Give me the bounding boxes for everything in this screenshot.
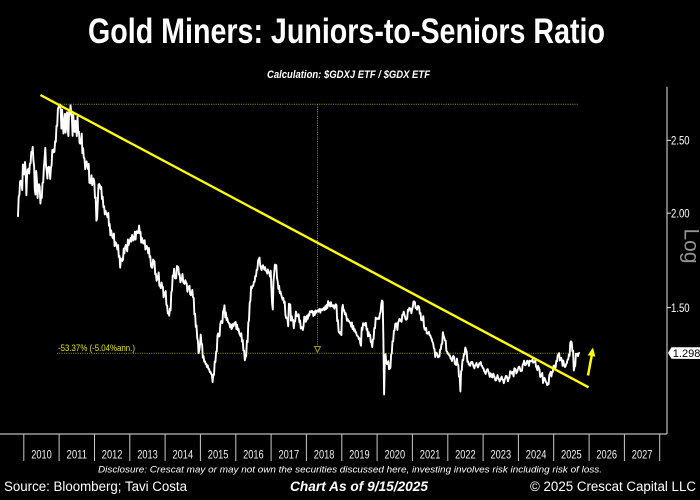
svg-text:2021: 2021 <box>420 447 441 461</box>
svg-text:2.00: 2.00 <box>671 207 690 221</box>
svg-text:2014: 2014 <box>173 447 194 461</box>
svg-text:2018: 2018 <box>314 447 335 461</box>
svg-text:Source: Bloomberg; Tavi Costa: Source: Bloomberg; Tavi Costa <box>4 479 187 494</box>
svg-text:2013: 2013 <box>137 447 158 461</box>
svg-text:Chart As of 9/15/2025: Chart As of 9/15/2025 <box>290 479 428 494</box>
svg-text:Disclosure: Crescat may or may: Disclosure: Crescat may or may not own t… <box>98 465 602 476</box>
svg-text:2015: 2015 <box>208 447 229 461</box>
svg-text:2012: 2012 <box>102 447 123 461</box>
svg-text:2016: 2016 <box>243 447 264 461</box>
svg-text:2017: 2017 <box>279 447 300 461</box>
svg-text:1.50: 1.50 <box>671 301 690 315</box>
svg-text:2022: 2022 <box>455 447 476 461</box>
svg-text:2010: 2010 <box>31 447 52 461</box>
svg-text:2023: 2023 <box>491 447 512 461</box>
svg-text:-53.37% (-5.04%ann.): -53.37% (-5.04%ann.) <box>58 343 135 353</box>
svg-text:2011: 2011 <box>67 447 88 461</box>
svg-text:1.2981: 1.2981 <box>673 348 700 360</box>
svg-text:2.50: 2.50 <box>671 134 690 148</box>
svg-text:Log: Log <box>680 228 700 263</box>
svg-text:© 2025 Crescat Capital LLC: © 2025 Crescat Capital LLC <box>530 479 696 494</box>
svg-text:2027: 2027 <box>632 447 653 461</box>
svg-text:2026: 2026 <box>596 447 617 461</box>
svg-text:2020: 2020 <box>385 447 406 461</box>
svg-text:2019: 2019 <box>349 447 370 461</box>
svg-text:2024: 2024 <box>526 447 547 461</box>
svg-text:2025: 2025 <box>561 447 582 461</box>
svg-text:Calculation: $GDXJ ETF / $GDX: Calculation: $GDXJ ETF / $GDX ETF <box>267 69 430 81</box>
svg-text:Gold Miners: Juniors-to-Senior: Gold Miners: Juniors-to-Seniors Ratio <box>88 12 605 51</box>
